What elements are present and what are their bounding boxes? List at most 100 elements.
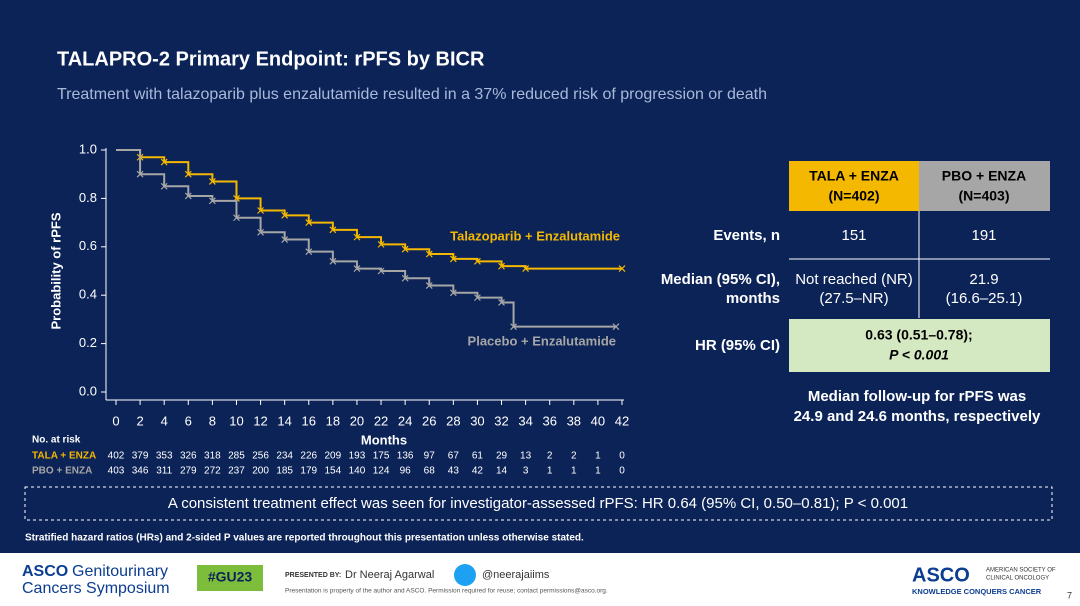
x-tick-label: 12 [253, 413, 267, 428]
series-label: Placebo + Enzalutamide [468, 333, 616, 348]
x-tick-label: 34 [518, 413, 532, 428]
risk-count: 279 [180, 466, 197, 477]
censor-mark [233, 214, 240, 222]
x-tick-label: 6 [185, 413, 192, 428]
hr-cell [789, 319, 1050, 372]
censor-mark [449, 255, 457, 263]
risk-count: 346 [132, 466, 149, 477]
risk-count: 402 [108, 451, 125, 462]
risk-count: 175 [373, 451, 390, 462]
risk-count: 61 [472, 451, 484, 462]
x-tick-label: 26 [422, 413, 436, 428]
x-tick-label: 42 [615, 413, 629, 428]
twitter-icon [454, 564, 476, 586]
risk-count: 256 [252, 451, 269, 462]
x-tick-label: 2 [136, 413, 143, 428]
brand: Genitourinary [72, 563, 168, 580]
risk-count: 13 [520, 451, 532, 462]
series-label: Talazoparib + Enzalutamide [450, 228, 620, 243]
subtitle: Treatment with talazoparib plus enzaluta… [57, 86, 767, 103]
risk-count: 0 [619, 466, 625, 477]
censor-mark [257, 207, 264, 214]
censor-mark [498, 299, 505, 306]
title: TALAPRO-2 Primary Endpoint: rPFS by BICR [57, 48, 485, 70]
y-tick-label: 0.8 [79, 190, 97, 205]
footer: ASCO Genitourinary Cancers Symposium #GU… [22, 563, 1072, 600]
x-tick-label: 0 [112, 413, 119, 428]
y-tick-label: 0.0 [79, 383, 97, 398]
risk-row-name: TALA + ENZA [32, 451, 96, 462]
cell: 151 [841, 227, 866, 244]
cell: Not reached (NR) [795, 271, 913, 288]
row-label: Median (95% CI), [661, 271, 780, 288]
row-label: months [726, 290, 780, 307]
censor-mark [353, 233, 361, 241]
cell: P < 0.001 [889, 347, 949, 363]
footer-bg [0, 553, 1080, 606]
risk-count: 124 [373, 466, 390, 477]
cell: 191 [971, 227, 996, 244]
risk-count: 200 [252, 466, 269, 477]
chart: 0.00.20.40.60.81.00 2 4 6 8 10 12 14 16 18 20 22 24 2… [32, 141, 629, 476]
censor-mark [208, 178, 216, 185]
survival-curve [116, 149, 622, 270]
tagline: KNOWLEDGE CONQUERS CANCER [912, 587, 1042, 596]
censor-mark [377, 267, 385, 275]
risk-count: 2 [547, 451, 553, 462]
risk-count: 14 [496, 466, 508, 477]
y-tick-label: 0.6 [79, 238, 97, 253]
x-tick-label: 20 [350, 413, 364, 428]
header: (N=402) [829, 188, 880, 204]
risk-count: 403 [108, 466, 125, 477]
risk-count: 1 [595, 451, 601, 462]
risk-title: No. at risk [32, 435, 81, 446]
censor-mark [184, 192, 192, 200]
results-table: TALA + ENZA (N=402) PBO + ENZA (N=403) E… [661, 161, 1050, 372]
callout: A consistent treatment effect was seen f… [168, 495, 908, 512]
censor-mark [449, 289, 457, 297]
censor-mark [612, 323, 620, 331]
society: AMERICAN SOCIETY OF [986, 568, 1056, 574]
censor-mark [329, 257, 337, 265]
x-tick-label: 8 [209, 413, 216, 428]
risk-count: 237 [228, 466, 245, 477]
censor-mark [474, 294, 481, 302]
x-tick-label: 4 [161, 413, 168, 428]
page-number: 7 [1067, 590, 1072, 600]
presented-by: PRESENTED BY: [285, 572, 341, 579]
presenter: Dr Neeraj Agarwal [345, 569, 434, 581]
censor-mark [522, 265, 530, 273]
risk-count: 3 [523, 466, 529, 477]
x-tick-label: 38 [567, 413, 581, 428]
cell: 0.63 (0.51–0.78); [865, 327, 972, 343]
x-tick-label: 16 [302, 413, 316, 428]
header: TALA + ENZA [809, 168, 899, 184]
risk-count: 234 [276, 451, 293, 462]
risk-count: 136 [397, 451, 414, 462]
x-tick-label: 10 [229, 413, 243, 428]
risk-count: 2 [571, 451, 577, 462]
censor-mark [377, 240, 385, 248]
risk-count: 272 [204, 466, 221, 477]
brand: Cancers Symposium [22, 580, 170, 597]
handle: @neerajaiims [482, 569, 550, 581]
risk-count: 43 [448, 466, 460, 477]
x-tick-label: 18 [326, 413, 340, 428]
callout-box [24, 486, 1053, 521]
censor-mark [401, 274, 409, 282]
footnote: Stratified hazard ratios (HRs) and 2-sid… [25, 533, 584, 544]
x-tick-label: 30 [470, 413, 484, 428]
risk-count: 285 [228, 451, 245, 462]
x-tick-label: 22 [374, 413, 388, 428]
row-label: Events, n [713, 227, 780, 244]
risk-count: 311 [156, 466, 172, 477]
censor-mark [257, 228, 264, 236]
risk-count: 67 [448, 451, 460, 462]
censor-mark [425, 282, 433, 289]
society: CLINICAL ONCOLOGY [986, 576, 1049, 582]
y-axis-label: Probability of rPFS [48, 212, 63, 329]
censor-mark [353, 265, 361, 273]
x-tick-label: 36 [542, 413, 556, 428]
risk-count: 140 [349, 466, 366, 477]
